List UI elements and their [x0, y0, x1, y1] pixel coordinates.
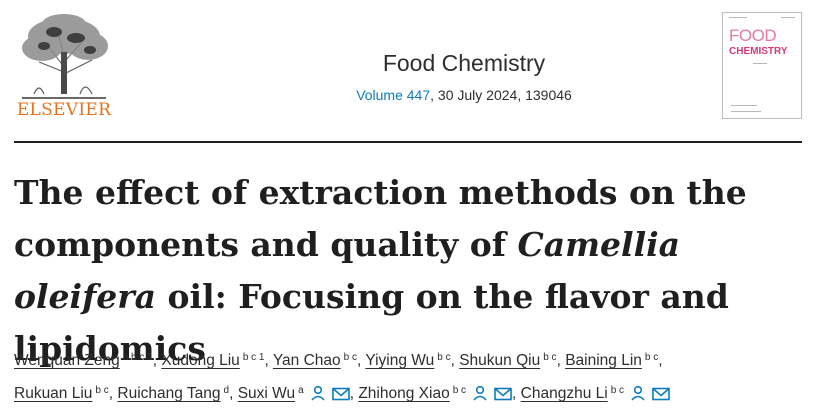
journal-cover[interactable]: FOOD CHEMISTRY [722, 12, 802, 119]
author-entry: Rukuan Liu b c, [14, 385, 118, 402]
email-icon[interactable] [652, 382, 670, 412]
person-icon[interactable] [310, 382, 326, 412]
author-affiliation: b c [343, 352, 357, 363]
title-part-1: The effect of extraction methods on the … [14, 173, 747, 264]
author-affiliation: b c [543, 352, 557, 363]
author-affiliation: b c [644, 352, 659, 363]
author-entry: Ruichang Tang d, [117, 385, 238, 402]
volume-link[interactable]: Volume 447 [356, 87, 431, 103]
author-entry: Shukun Qiu b c, [459, 352, 566, 369]
journal-meta: Volume 447, 30 July 2024, 139046 [224, 87, 704, 103]
author-affiliation: d [223, 385, 230, 396]
tree-logo-icon [14, 12, 114, 100]
cover-rule [753, 63, 767, 64]
elsevier-logo[interactable]: ELSEVIER [14, 12, 114, 122]
author-list: Wenquan Zeng a b c 1, Xudong Liu b c 1, Ya… [14, 343, 804, 412]
author-link[interactable]: Rukuan Liu [14, 385, 93, 402]
cover-rule [731, 111, 761, 112]
author-link[interactable]: Yan Chao [272, 352, 341, 369]
author-link[interactable]: Baining Lin [565, 352, 642, 369]
author-affiliation: b c [95, 385, 109, 396]
author-affiliation: b c [437, 352, 451, 363]
author-entry: Baining Lin b c, [565, 352, 663, 369]
author-link[interactable]: Wenquan Zeng [14, 352, 120, 369]
journal-title[interactable]: Food Chemistry [382, 50, 546, 76]
author-link[interactable]: Xudong Liu [161, 352, 240, 369]
author-affiliation: a b c 1 [122, 352, 153, 363]
author-entry: Xudong Liu b c 1, [161, 352, 273, 369]
person-icon[interactable] [472, 382, 488, 412]
author-affiliation: a [298, 385, 304, 396]
author-affiliation: b c [452, 385, 467, 396]
author-link[interactable]: Zhihong Xiao [358, 385, 450, 402]
author-entry: Yiying Wu b c, [365, 352, 460, 369]
author-entry: Changzhu Li b c [521, 385, 670, 402]
article-header: ELSEVIER Food Chemistry Volume 447, 30 J… [14, 12, 802, 142]
cover-title-chemistry: CHEMISTRY [729, 46, 788, 57]
author-entry: Wenquan Zeng a b c 1, [14, 352, 162, 369]
cover-title-food: FOOD [729, 26, 777, 45]
cover-rule [731, 105, 757, 106]
cover-rule [729, 17, 747, 18]
author-link[interactable]: Changzhu Li [520, 385, 608, 402]
email-icon[interactable] [331, 382, 350, 412]
author-entry: Yan Chao b c, [272, 352, 366, 369]
email-icon[interactable] [494, 382, 512, 412]
person-icon[interactable] [630, 382, 646, 412]
author-link[interactable]: Ruichang Tang [117, 385, 221, 402]
journal-info: Food Chemistry Volume 447, 30 July 2024,… [224, 50, 704, 103]
author-link[interactable]: Suxi Wu [237, 385, 296, 402]
author-link[interactable]: Shukun Qiu [459, 352, 541, 369]
author-entry: Suxi Wu a, [238, 385, 359, 402]
article-title: The effect of extraction methods on the … [14, 167, 804, 375]
author-affiliation: b c 1 [242, 352, 265, 363]
publisher-name: ELSEVIER [16, 100, 112, 120]
issue-info: , 30 July 2024, 139046 [430, 87, 572, 103]
header-divider [14, 141, 802, 143]
title-species: Camellia oleifera [14, 225, 681, 316]
author-link[interactable]: Yiying Wu [365, 352, 435, 369]
author-affiliation: b c [610, 385, 625, 396]
author-entry: Zhihong Xiao b c, [358, 385, 520, 402]
title-part-2: oil: Focusing on the flavor and lipidomi… [14, 277, 729, 368]
cover-rule [781, 17, 795, 18]
